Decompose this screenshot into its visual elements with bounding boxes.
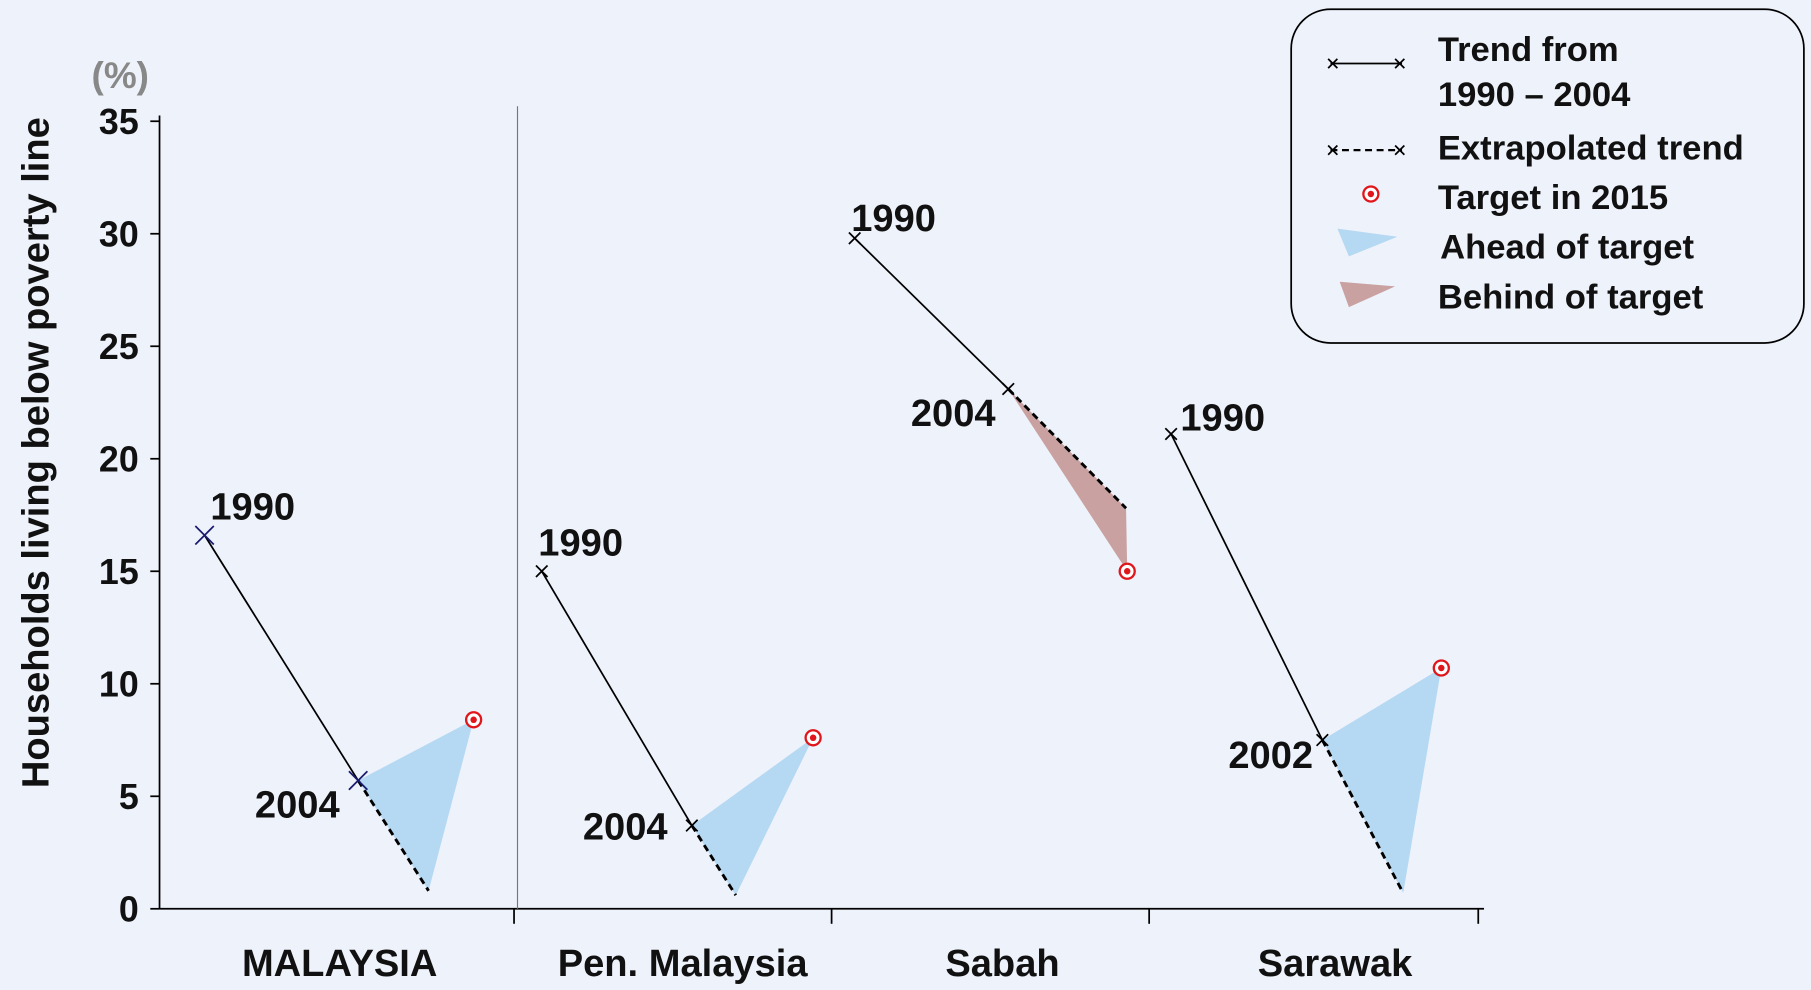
year-label: 1990 [851, 198, 936, 240]
point-marker [535, 564, 549, 578]
point-marker [1164, 427, 1178, 441]
x-tick-label: Sabah [945, 943, 1059, 985]
point-marker [1315, 733, 1329, 747]
extrapolated-line [690, 824, 737, 897]
legend-swatch [1339, 281, 1396, 308]
target-dot [470, 716, 477, 724]
x-tick-label: MALAYSIA [242, 943, 437, 985]
legend-text: Ahead of target [1440, 229, 1694, 267]
target-dot [1123, 568, 1131, 575]
y-tick-label: 0 [119, 889, 139, 929]
trend-line [203, 534, 359, 781]
y-tick-label: 25 [99, 327, 139, 367]
point-marker [685, 819, 699, 832]
year-label: 2004 [583, 807, 668, 849]
target-dot [1438, 664, 1445, 672]
point-marker [194, 525, 215, 546]
legend-box [1290, 8, 1805, 344]
trend-line [854, 237, 1009, 390]
point-marker [848, 231, 862, 245]
year-label: 1990 [538, 522, 623, 564]
year-label: 2002 [1228, 735, 1313, 777]
y-tick-label: 10 [99, 664, 139, 704]
year-label: 1990 [210, 487, 295, 529]
gap-area [1322, 668, 1442, 894]
extrapolated-line [1007, 387, 1128, 510]
gap-area [358, 719, 474, 891]
y-tick-label: 15 [99, 552, 139, 592]
trend-line [541, 570, 693, 826]
legend-marker [1327, 58, 1338, 69]
legend-marker [1394, 144, 1405, 156]
point-marker [348, 770, 368, 791]
year-label: 1990 [1180, 398, 1265, 440]
y-tick-label: 35 [99, 102, 139, 142]
point-marker [1001, 382, 1015, 396]
legend-marker [1394, 58, 1405, 69]
y-tick-label: 30 [99, 214, 139, 254]
x-tick-label: Pen. Malaysia [558, 943, 809, 985]
legend-target-dot [1367, 190, 1375, 198]
legend-text: Trend from [1438, 31, 1619, 69]
unit-label: (%) [92, 55, 149, 96]
legend-text: Behind of target [1438, 278, 1704, 316]
legend-marker [1327, 144, 1338, 156]
x-tick-label: Sarawak [1258, 943, 1413, 985]
y-tick-label: 5 [119, 777, 139, 817]
legend-text: 1990 – 2004 [1438, 76, 1631, 114]
trend-line [1170, 433, 1324, 741]
legend-text: Extrapolated trend [1438, 129, 1744, 167]
gap-area [691, 737, 814, 896]
extrapolated-line [1321, 739, 1405, 894]
year-label: 2004 [255, 785, 340, 827]
extrapolated-line [356, 779, 430, 892]
legend-swatch [1337, 228, 1398, 257]
year-label: 2004 [911, 393, 996, 435]
y-tick-label: 20 [99, 439, 139, 479]
target-dot [809, 734, 817, 742]
y-axis-label: Households living below poverty line [16, 117, 58, 788]
legend-text: Target in 2015 [1438, 179, 1668, 217]
